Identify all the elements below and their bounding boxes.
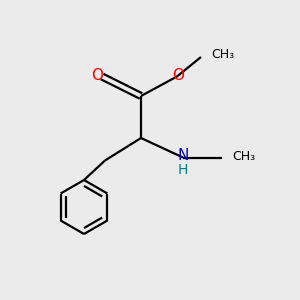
Text: CH₃: CH₃	[232, 149, 256, 163]
Text: O: O	[172, 68, 184, 82]
Text: H: H	[178, 163, 188, 177]
Text: N: N	[177, 148, 189, 163]
Text: CH₃: CH₃	[212, 47, 235, 61]
Text: O: O	[92, 68, 104, 82]
